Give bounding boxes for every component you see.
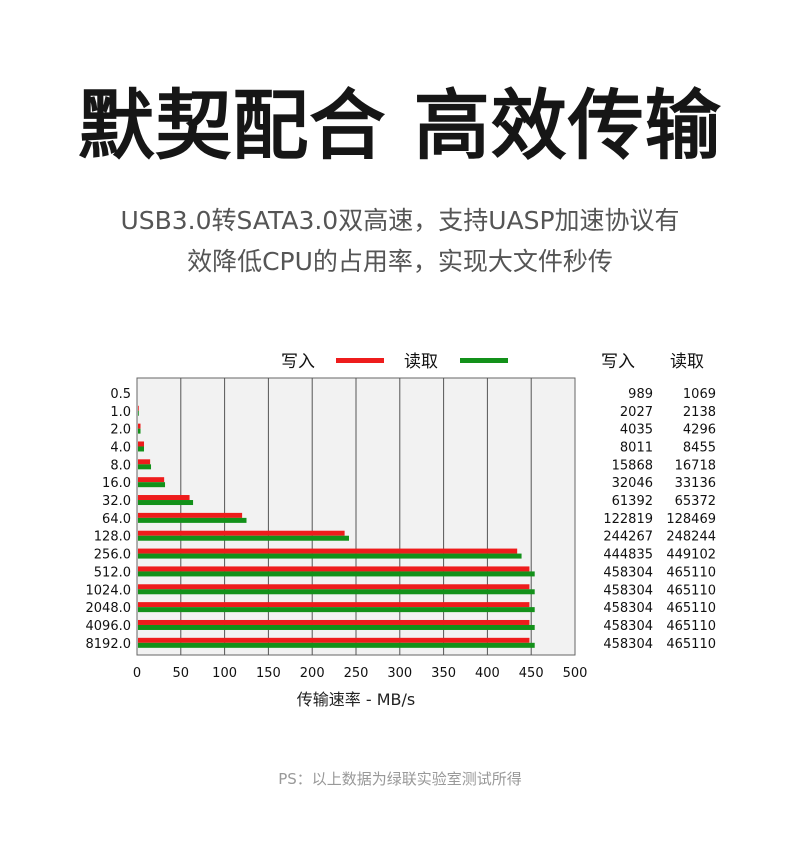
x-tick-label: 200: [300, 666, 325, 681]
read-value: 128469: [666, 512, 716, 527]
legend-read-label: 读取: [404, 352, 438, 372]
category-label: 8.0: [110, 458, 131, 473]
category-label: 256.0: [94, 548, 131, 563]
write-bar: [138, 459, 151, 465]
write-bar: [138, 548, 518, 554]
write-bar: [138, 602, 530, 608]
write-value: 458304: [603, 583, 653, 598]
x-tick-label: 450: [519, 666, 544, 681]
read-bar: [138, 571, 535, 577]
read-bar: [138, 553, 522, 559]
read-value: 465110: [666, 619, 716, 634]
legend-write-swatch: [336, 358, 384, 363]
category-label: 32.0: [102, 494, 131, 509]
write-value: 458304: [603, 601, 653, 616]
write-value: 989: [628, 387, 653, 402]
x-axis-label: 传输速率 - MB/s: [297, 690, 415, 709]
category-label: 1.0: [110, 405, 131, 420]
transfer-speed-chart: 0.5 989 1069 1.0 2027 2138 2.0 4035 4296 4.0 8011 8…: [86, 352, 717, 709]
read-value: 8455: [683, 440, 716, 455]
read-value: 449102: [666, 548, 716, 563]
x-tick-label: 50: [173, 666, 190, 681]
read-bar: [138, 535, 349, 541]
read-value: 465110: [666, 583, 716, 598]
read-bar: [138, 607, 535, 613]
write-bar: [138, 584, 530, 590]
write-value: 2027: [620, 405, 653, 420]
write-value: 32046: [612, 476, 653, 491]
table-header-write: 写入: [601, 352, 635, 372]
category-label: 2.0: [110, 423, 131, 438]
write-bar: [138, 441, 145, 447]
x-tick-label: 300: [387, 666, 412, 681]
x-tick-label: 400: [475, 666, 500, 681]
x-tick-label: 150: [256, 666, 281, 681]
write-bar: [138, 566, 530, 572]
write-value: 458304: [603, 637, 653, 652]
read-value: 465110: [666, 601, 716, 616]
read-bar: [138, 517, 247, 523]
read-value: 248244: [666, 530, 716, 545]
write-bar: [138, 512, 243, 518]
read-value: 465110: [666, 637, 716, 652]
category-label: 4.0: [110, 440, 131, 455]
read-bar: [138, 642, 535, 648]
write-bar: [138, 405, 139, 411]
write-value: 444835: [603, 548, 653, 563]
read-value: 2138: [683, 405, 716, 420]
write-value: 244267: [603, 530, 653, 545]
category-label: 4096.0: [86, 619, 132, 634]
read-bar: [138, 482, 166, 488]
category-label: 16.0: [102, 476, 131, 491]
read-bar: [138, 464, 152, 470]
write-bar: [138, 477, 165, 483]
read-bar: [138, 624, 535, 630]
x-tick-label: 250: [344, 666, 369, 681]
legend-write-label: 写入: [281, 352, 315, 372]
x-tick-label: 500: [563, 666, 588, 681]
write-value: 458304: [603, 565, 653, 580]
x-tick-label: 0: [133, 666, 141, 681]
write-value: 61392: [612, 494, 653, 509]
write-bar: [138, 530, 345, 536]
category-label: 8192.0: [86, 637, 132, 652]
legend-read-swatch: [460, 358, 508, 363]
read-bar: [138, 589, 535, 595]
write-value: 122819: [603, 512, 653, 527]
subtitle-line-1: USB3.0转SATA3.0双高速，支持UASP加速协议有: [120, 206, 680, 235]
write-bar: [138, 637, 530, 643]
category-label: 512.0: [94, 565, 131, 580]
read-value: 465110: [666, 565, 716, 580]
read-value: 1069: [683, 387, 716, 402]
x-tick-label: 100: [212, 666, 237, 681]
write-value: 458304: [603, 619, 653, 634]
write-value: 8011: [620, 440, 653, 455]
footnote: PS：以上数据为绿联实验室测试所得: [278, 770, 522, 788]
headline: 默契配合 高效传输: [78, 81, 722, 170]
table-header-read: 读取: [670, 352, 704, 372]
category-label: 0.5: [110, 387, 131, 402]
read-bar: [138, 500, 194, 506]
category-label: 128.0: [94, 530, 131, 545]
write-value: 4035: [620, 423, 653, 438]
write-value: 15868: [612, 458, 653, 473]
category-label: 2048.0: [86, 601, 132, 616]
read-value: 16718: [675, 458, 716, 473]
write-bar: [138, 619, 530, 625]
category-label: 1024.0: [86, 583, 132, 598]
read-bar: [138, 446, 145, 452]
read-value: 4296: [683, 423, 716, 438]
read-value: 33136: [675, 476, 716, 491]
read-bar: [138, 410, 139, 416]
read-bar: [138, 428, 141, 434]
category-label: 64.0: [102, 512, 131, 527]
write-bar: [138, 495, 190, 501]
x-tick-label: 350: [431, 666, 456, 681]
read-value: 65372: [675, 494, 716, 509]
subtitle-line-2: 效降低CPU的占用率，实现大文件秒传: [187, 247, 613, 276]
write-bar: [138, 423, 141, 429]
